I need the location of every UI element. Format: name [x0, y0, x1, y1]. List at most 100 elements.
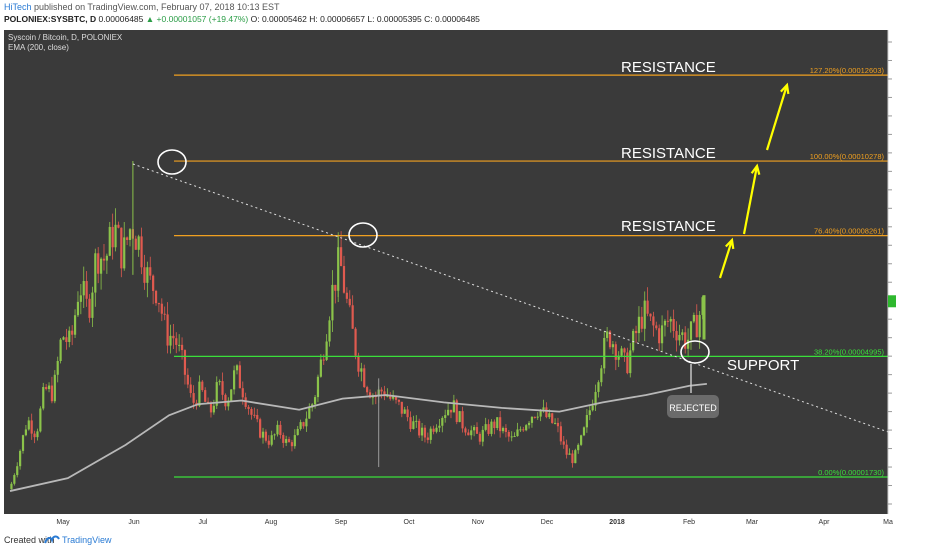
- candle-body: [681, 332, 684, 335]
- candle-body: [412, 421, 415, 429]
- tradingview-brand-link[interactable]: TradingView: [62, 535, 112, 545]
- candle-body: [603, 337, 606, 369]
- candle-body: [10, 483, 13, 490]
- candle-body: [166, 314, 169, 346]
- candle-body: [455, 400, 458, 423]
- x-tick-label: May: [56, 519, 70, 526]
- candle-body: [441, 417, 444, 426]
- candle-body: [62, 337, 65, 340]
- candle-body: [530, 416, 534, 423]
- high-value: H: 0.00006657: [309, 14, 366, 24]
- candle-body: [464, 428, 467, 433]
- candle-body: [308, 407, 311, 419]
- candle-body: [50, 385, 54, 402]
- candle-body: [426, 437, 429, 440]
- fib-level-label: 76.40%(0.00008261): [814, 227, 885, 236]
- candle-body: [597, 382, 600, 392]
- candle-body: [137, 236, 140, 250]
- candle-body: [325, 341, 328, 360]
- candle-body: [36, 431, 39, 438]
- candle-body: [128, 229, 132, 240]
- candle-body: [169, 335, 172, 346]
- candle-body: [620, 348, 623, 356]
- candle-body: [368, 392, 372, 398]
- candle-body: [617, 355, 620, 360]
- symbol-label: POLONIEX:SYSBTC, D: [4, 14, 97, 24]
- candle-body: [82, 281, 85, 296]
- candle-body: [582, 427, 586, 436]
- candle-body: [484, 424, 487, 430]
- candle-body: [695, 314, 698, 338]
- candle-body: [684, 332, 687, 349]
- candle-body: [397, 399, 401, 402]
- candle-body: [85, 281, 88, 299]
- candle-body: [53, 374, 56, 402]
- candle-body: [230, 389, 233, 401]
- candle-body: [525, 425, 528, 431]
- candle-body: [339, 247, 343, 267]
- candle-body: [105, 255, 108, 261]
- series-title: Syscoin / Bitcoin, D, POLONIEX: [8, 33, 123, 42]
- candle-body: [423, 427, 427, 438]
- candle-body: [556, 422, 560, 427]
- candle-body: [383, 391, 386, 397]
- candle-body: [702, 295, 706, 340]
- candle-body: [386, 395, 389, 397]
- candle-body: [322, 359, 325, 361]
- candle-body: [438, 425, 441, 428]
- indicator-label: EMA (200, close): [8, 43, 69, 52]
- candle-body: [475, 427, 479, 434]
- candle-body: [152, 275, 155, 291]
- candle-body: [449, 409, 453, 413]
- candle-body: [606, 331, 609, 338]
- x-tick-label: Oct: [404, 519, 415, 526]
- candle-body: [259, 419, 262, 438]
- x-tick-label: Nov: [472, 519, 485, 526]
- candle-body: [241, 388, 244, 398]
- candle-body: [313, 397, 317, 405]
- candle-body: [634, 330, 638, 334]
- open-value: O: 0.00005462: [250, 14, 307, 24]
- candle-body: [108, 226, 111, 256]
- plot-background: [4, 30, 888, 514]
- fib-level-label: 100.00%(0.00010278): [810, 152, 885, 161]
- price-chart[interactable]: Syscoin / Bitcoin, D, POLONIEX EMA (200,…: [4, 30, 930, 528]
- candle-body: [533, 416, 536, 418]
- candle-body: [394, 396, 398, 400]
- candle-body: [588, 410, 591, 416]
- candle-body: [201, 381, 204, 391]
- change-value: ▲ +0.00001057 (+19.47%): [145, 14, 249, 24]
- candle-body: [473, 427, 476, 431]
- candle-body: [585, 415, 588, 428]
- candle-body: [652, 316, 655, 326]
- candle-body: [59, 339, 62, 361]
- candle-body: [218, 381, 221, 383]
- x-tick-label: Jun: [128, 519, 139, 526]
- candle-body: [114, 224, 117, 248]
- candle-body: [163, 313, 166, 315]
- candle-body: [253, 414, 256, 416]
- candle-body: [409, 417, 412, 429]
- candle-body: [154, 290, 158, 304]
- candle-body: [19, 450, 22, 467]
- chart-area[interactable]: Syscoin / Bitcoin, D, POLONIEX EMA (200,…: [4, 30, 930, 528]
- close-value: C: 0.00006485: [424, 14, 480, 24]
- candle-body: [611, 344, 615, 348]
- candle-body: [698, 314, 701, 338]
- author-link[interactable]: HiTech: [4, 2, 32, 12]
- candle-body: [334, 284, 337, 291]
- candle-body: [316, 376, 320, 398]
- candle-body: [522, 429, 525, 431]
- candle-body: [56, 360, 59, 375]
- candle-body: [400, 401, 403, 414]
- candle-body: [415, 420, 418, 422]
- candle-body: [204, 390, 207, 402]
- candle-body: [183, 350, 187, 375]
- candle-body: [429, 428, 432, 440]
- candle-body: [140, 236, 143, 268]
- support-label: SUPPORT: [727, 357, 799, 374]
- candle-body: [600, 368, 603, 383]
- candle-body: [487, 424, 490, 434]
- x-axis: May Jun Jul Aug Sep Oct Nov Dec 2018 Feb Mar Apr Ma: [56, 519, 893, 526]
- candle-body: [256, 414, 259, 420]
